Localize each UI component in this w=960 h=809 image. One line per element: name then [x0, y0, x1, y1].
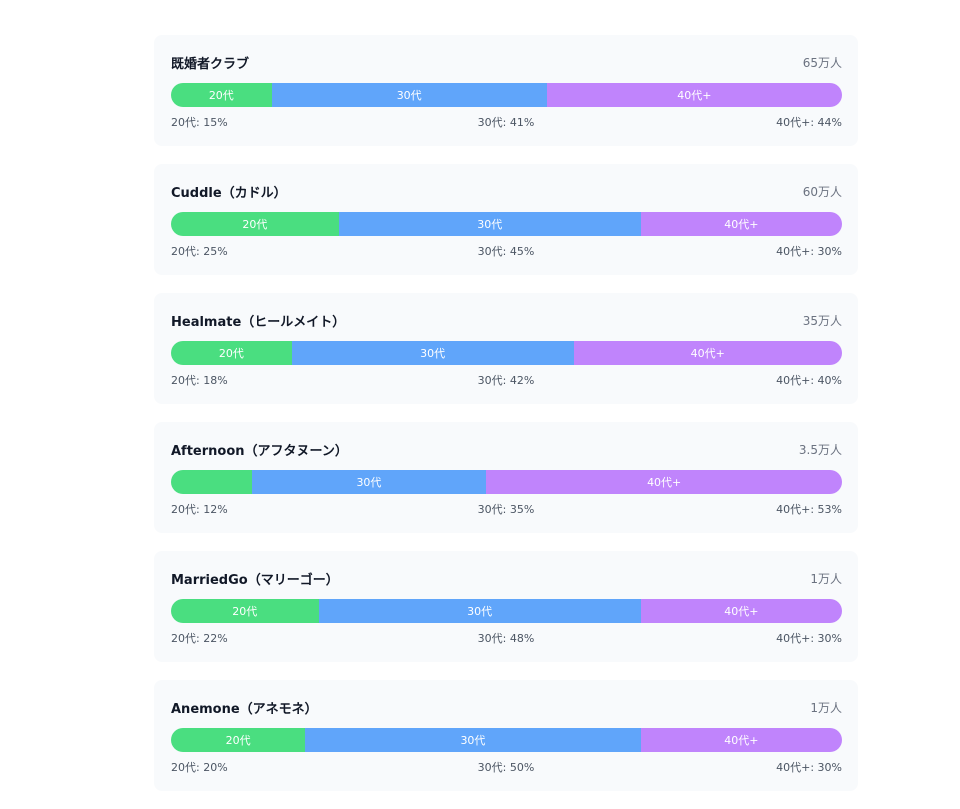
bar-segment-age-40s-plus: 40代+ — [573, 341, 842, 365]
bar-segment-age-40s-plus: 40代+ — [486, 470, 842, 494]
app-name: Cuddle（カドル） — [171, 186, 287, 201]
bar-segment-age-30s: 30代 — [305, 728, 641, 752]
age-distribution-chart: 既婚者クラブ 65万人 20代 30代 40代+ 20代: 15% 30代: 41% 40代+… — [154, 35, 858, 809]
bar-segment-age-40s-plus: 40代+ — [546, 83, 842, 107]
stacked-bar: 20代 30代 40代+ — [171, 212, 842, 236]
label-age-20s: 20代: 15% — [171, 116, 228, 129]
user-count: 1万人 — [810, 701, 842, 715]
label-age-20s: 20代: 22% — [171, 632, 228, 645]
stacked-bar: 20代 30代 40代+ — [171, 599, 842, 623]
user-count: 1万人 — [810, 572, 842, 586]
bar-segment-age-30s: 30代 — [251, 470, 487, 494]
bar-segment-age-20s: 20代 — [171, 341, 292, 365]
bar-segment-age-20s: 20代 — [171, 83, 272, 107]
label-age-40s-plus: 40代+: 40% — [776, 374, 842, 387]
label-age-40s-plus: 40代+: 44% — [776, 116, 842, 129]
app-name: Healmate（ヒールメイト） — [171, 315, 346, 330]
app-name: 既婚者クラブ — [171, 57, 250, 72]
label-age-40s-plus: 40代+: 53% — [776, 503, 842, 516]
bar-segment-age-30s: 30代 — [271, 83, 547, 107]
app-card: MarriedGo（マリーゴー） 1万人 20代 30代 40代+ 20代: 22% 30代… — [154, 551, 858, 662]
app-card: Afternoon（アフタヌーン） 3.5万人 30代 40代+ 20代: 12% 30代… — [154, 422, 858, 533]
label-age-20s: 20代: 18% — [171, 374, 228, 387]
label-age-20s: 20代: 25% — [171, 245, 228, 258]
label-age-40s-plus: 40代+: 30% — [776, 245, 842, 258]
bar-segment-age-20s — [171, 470, 252, 494]
label-age-30s: 30代: 41% — [477, 116, 535, 129]
label-age-30s: 30代: 45% — [477, 245, 535, 258]
bar-segment-age-30s: 30代 — [318, 599, 641, 623]
user-count: 60万人 — [802, 185, 842, 199]
stacked-bar: 20代 30代 40代+ — [171, 341, 842, 365]
bar-segment-age-30s: 30代 — [338, 212, 641, 236]
stacked-bar: 30代 40代+ — [171, 470, 842, 494]
app-name: Anemone（アネモネ） — [171, 702, 318, 717]
bar-segment-age-20s: 20代 — [171, 599, 319, 623]
user-count: 3.5万人 — [798, 443, 842, 457]
user-count: 65万人 — [802, 56, 842, 70]
bar-segment-age-20s: 20代 — [171, 212, 339, 236]
label-age-30s: 30代: 42% — [477, 374, 535, 387]
label-age-30s: 30代: 48% — [477, 632, 535, 645]
app-card: Cuddle（カドル） 60万人 20代 30代 40代+ 20代: 25% 30代: 45… — [154, 164, 858, 275]
label-age-20s: 20代: 12% — [171, 503, 228, 516]
stacked-bar: 20代 30代 40代+ — [171, 83, 842, 107]
app-name: MarriedGo（マリーゴー） — [171, 573, 339, 588]
app-card: Healmate（ヒールメイト） 35万人 20代 30代 40代+ 20代: 18% 30… — [154, 293, 858, 404]
label-age-30s: 30代: 35% — [477, 503, 535, 516]
bar-segment-age-40s-plus: 40代+ — [640, 728, 842, 752]
app-card: Anemone（アネモネ） 1万人 20代 30代 40代+ 20代: 20% 30代: 5… — [154, 680, 858, 791]
user-count: 35万人 — [802, 314, 842, 328]
app-card: 既婚者クラブ 65万人 20代 30代 40代+ 20代: 15% 30代: 41% 40代+… — [154, 35, 858, 146]
label-age-40s-plus: 40代+: 30% — [776, 632, 842, 645]
app-name: Afternoon（アフタヌーン） — [171, 444, 348, 459]
label-age-20s: 20代: 20% — [171, 761, 228, 774]
stacked-bar: 20代 30代 40代+ — [171, 728, 842, 752]
bar-segment-age-30s: 30代 — [291, 341, 574, 365]
label-age-40s-plus: 40代+: 30% — [776, 761, 842, 774]
bar-segment-age-40s-plus: 40代+ — [640, 599, 842, 623]
label-age-30s: 30代: 50% — [477, 761, 535, 774]
bar-segment-age-20s: 20代 — [171, 728, 306, 752]
bar-segment-age-40s-plus: 40代+ — [640, 212, 842, 236]
